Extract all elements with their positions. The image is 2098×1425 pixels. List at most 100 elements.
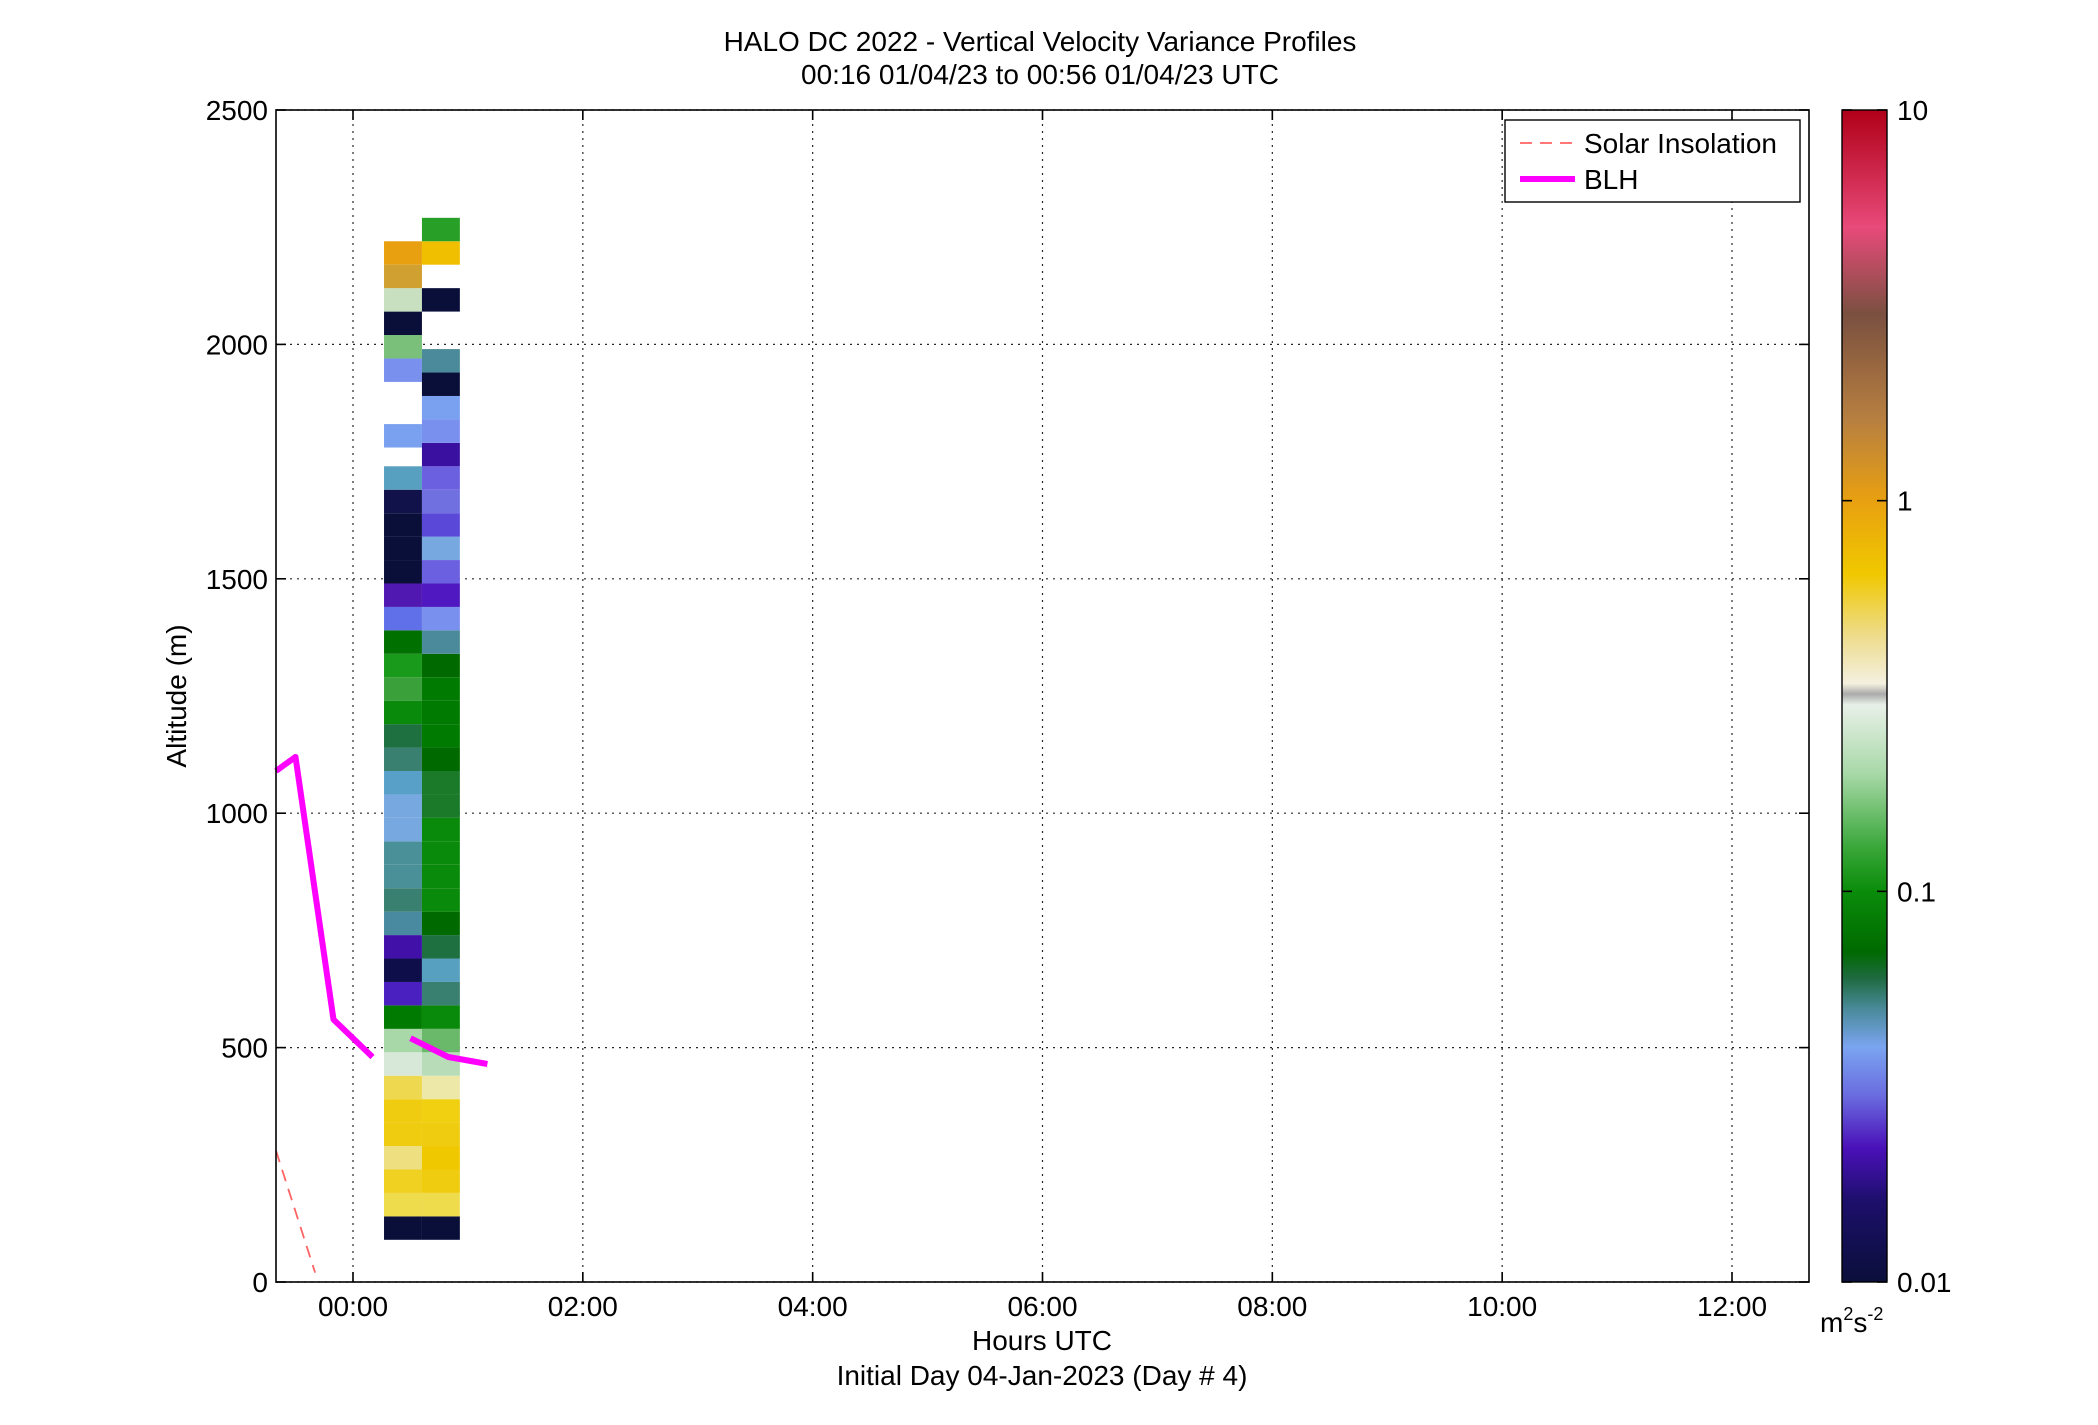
heatmap-cell-1-10 <box>421 981 460 1006</box>
heatmap-cell-0-26 <box>384 606 422 631</box>
heatmap-cell-0-37 <box>384 288 422 312</box>
x-axis-label: Hours UTC <box>972 1325 1112 1356</box>
heatmap-cell-0-19 <box>384 771 422 795</box>
legend-box <box>1504 119 1801 203</box>
colorbar-ticks: 0.01 0.1 1 10 <box>1842 95 1952 1298</box>
heatmap-cell-0-9 <box>384 1005 422 1029</box>
heatmap-cell-1-28 <box>421 560 460 584</box>
series-line-1-1 <box>409 1035 488 1067</box>
legend-label-solar: Solar Insolation <box>1584 128 1777 159</box>
plot-area: 00:00 02:00 04:00 06:00 08:00 10:00 12:00 0 500… <box>206 95 1810 1322</box>
heatmap-cell-1-38 <box>421 288 460 312</box>
heatmap-cell-0-8 <box>384 1028 422 1053</box>
heatmap-cell-0-1 <box>384 1192 422 1217</box>
heatmap-cell-1-13 <box>421 911 460 936</box>
heatmap-cell-1-25 <box>421 630 460 654</box>
heatmap-cell-1-24 <box>421 653 460 678</box>
heatmap-cell-1-20 <box>421 747 460 772</box>
heatmap-cell-1-1 <box>421 1192 460 1217</box>
heatmap-cell-1-14 <box>421 888 460 912</box>
x-tick-label-3: 06:00 <box>1007 1291 1077 1322</box>
series-lines <box>274 753 488 1273</box>
heatmap-cell-0-24 <box>384 653 422 678</box>
heatmap-cell-0-0 <box>384 1216 422 1240</box>
y-tick-label-4: 2000 <box>206 329 268 360</box>
heatmap-cell-1-9 <box>421 1005 460 1029</box>
heatmap-cell-0-35 <box>384 335 422 359</box>
heatmap-cell-0-29 <box>384 536 422 561</box>
heatmap-cell-1-21 <box>421 724 460 748</box>
heatmap-cell-1-18 <box>421 794 460 818</box>
heatmap-cell-1-3 <box>421 1146 460 1170</box>
heatmap-cell-0-39 <box>384 241 422 265</box>
heatmap-cell-0-14 <box>384 888 422 912</box>
chart-title: HALO DC 2022 - Vertical Velocity Varianc… <box>724 26 1357 57</box>
heatmap-cell-0-25 <box>384 630 422 654</box>
heatmap-cell-0-33 <box>384 424 422 448</box>
colorbar-gradient <box>1841 109 1888 1283</box>
heatmap-cell-1-34 <box>421 419 460 443</box>
y-ticks: 0 500 1000 1500 2000 2500 <box>206 95 1809 1298</box>
heatmap-cell-0-22 <box>384 700 422 725</box>
heatmap-cell-1-27 <box>421 583 460 607</box>
heatmap-cell-1-22 <box>421 700 460 725</box>
colorbar-unit-mid: s <box>1853 1307 1867 1338</box>
chart-subtitle: 00:16 01/04/23 to 00:56 01/04/23 UTC <box>801 59 1279 90</box>
heatmap-cell-1-2 <box>421 1169 460 1193</box>
heatmap-cell-0-20 <box>384 747 422 772</box>
heatmap-cell-0-10 <box>384 981 422 1006</box>
heatmap-cell-1-4 <box>421 1122 460 1147</box>
heatmap-cell-1-12 <box>421 935 460 959</box>
heatmap-cell-0-5 <box>384 1099 422 1123</box>
x-tick-label-4: 08:00 <box>1237 1291 1307 1322</box>
colorbar-unit-exp2: -2 <box>1867 1304 1883 1324</box>
series-line-1-0 <box>274 753 375 1060</box>
heatmap-cell-0-6 <box>384 1075 422 1100</box>
colorbar-tick-label-1: 0.1 <box>1897 876 1936 907</box>
x-axis-sublabel: Initial Day 04-Jan-2023 (Day # 4) <box>837 1360 1248 1391</box>
y-tick-label-0: 0 <box>252 1267 268 1298</box>
x-ticks: 00:00 02:00 04:00 06:00 08:00 10:00 12:00 <box>318 110 1767 1322</box>
heatmap-cell-0-23 <box>384 677 422 701</box>
heatmap-cell-1-29 <box>421 536 460 561</box>
heatmap-cell-0-12 <box>384 935 422 959</box>
heatmap-cell-1-15 <box>421 864 460 889</box>
heatmap-cell-1-37 <box>421 349 460 373</box>
heatmap-cell-1-26 <box>421 606 460 631</box>
heatmap-cell-0-18 <box>384 794 422 818</box>
heatmap-cell-0-3 <box>384 1146 422 1170</box>
heatmap-cell-1-19 <box>421 771 460 795</box>
heatmap-cell-0-16 <box>384 841 422 865</box>
colorbar-tick-label-2: 1 <box>1897 486 1913 517</box>
heatmap-cell-1-33 <box>421 442 460 467</box>
heatmap-cell-1-17 <box>421 817 460 842</box>
x-tick-label-1: 02:00 <box>548 1291 618 1322</box>
heatmap-cell-0-28 <box>384 560 422 584</box>
x-tick-label-5: 10:00 <box>1467 1291 1537 1322</box>
heatmap-cell-0-34 <box>384 358 422 382</box>
colorbar-tick-label-3: 10 <box>1897 95 1928 126</box>
heatmap-cells <box>384 217 460 1240</box>
x-tick-label-0: 00:00 <box>318 1291 388 1322</box>
heatmap-cell-0-30 <box>384 513 422 537</box>
heatmap-cell-0-21 <box>384 724 422 748</box>
colorbar-unit-base: m <box>1820 1307 1843 1338</box>
colorbar-unit: m2s-2 <box>1820 1304 1883 1338</box>
legend-label-blh: BLH <box>1584 164 1638 195</box>
y-tick-label-3: 1500 <box>206 564 268 595</box>
heatmap-cell-0-27 <box>384 583 422 607</box>
heatmap-cell-1-40 <box>421 217 460 242</box>
heatmap-cell-0-4 <box>384 1122 422 1147</box>
heatmap-cell-1-0 <box>421 1216 460 1240</box>
y-tick-label-2: 1000 <box>206 798 268 829</box>
heatmap-cell-1-36 <box>421 372 460 396</box>
plot-background <box>276 110 1809 1282</box>
heatmap-cell-0-15 <box>384 864 422 889</box>
heatmap-cell-0-2 <box>384 1169 422 1193</box>
x-tick-label-6: 12:00 <box>1697 1291 1767 1322</box>
heatmap-cell-1-30 <box>421 513 460 537</box>
colorbar: 0.01 0.1 1 10 m2s-2 <box>1820 95 1952 1338</box>
heatmap-cell-1-31 <box>421 489 460 514</box>
colorbar-tick-label-0: 0.01 <box>1897 1267 1952 1298</box>
heatmap-cell-1-11 <box>421 958 460 982</box>
